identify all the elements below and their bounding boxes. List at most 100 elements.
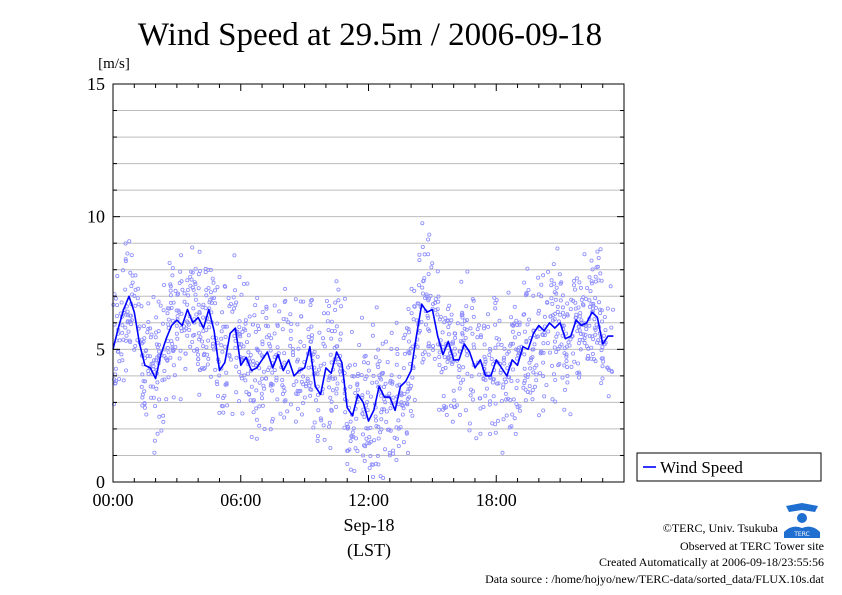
raw-sample-point [264, 335, 269, 340]
raw-sample-point [262, 386, 267, 391]
raw-sample-point [350, 374, 355, 379]
raw-sample-point [360, 393, 365, 398]
raw-sample-point [295, 406, 300, 411]
raw-sample-point [542, 333, 547, 338]
raw-sample-point [515, 378, 520, 383]
raw-sample-point [367, 465, 372, 470]
raw-sample-point [168, 355, 173, 360]
raw-sample-point [560, 375, 565, 380]
raw-sample-point [319, 418, 324, 423]
raw-sample-point [348, 467, 353, 472]
raw-sample-point [282, 360, 287, 365]
x-tick-label: 12:00 [348, 490, 389, 510]
raw-sample-point [346, 365, 351, 370]
raw-sample-point [541, 273, 546, 278]
raw-sample-point [348, 419, 353, 424]
raw-sample-point [192, 280, 197, 285]
raw-sample-point [174, 331, 179, 336]
raw-sample-point [189, 277, 194, 282]
raw-sample-point [561, 310, 566, 315]
raw-sample-point [496, 342, 501, 347]
raw-sample-point [249, 434, 254, 439]
raw-sample-point [430, 261, 435, 266]
raw-sample-point [244, 340, 249, 345]
raw-sample-point [181, 324, 186, 329]
raw-sample-point [405, 389, 410, 394]
raw-sample-point [470, 331, 475, 336]
raw-sample-point [406, 349, 411, 354]
raw-sample-point [545, 341, 550, 346]
raw-sample-point [397, 382, 402, 387]
raw-sample-point [546, 269, 551, 274]
raw-sample-point [282, 351, 287, 356]
raw-sample-point [380, 407, 385, 412]
raw-sample-point [215, 340, 220, 345]
raw-sample-point [416, 301, 421, 306]
raw-sample-point [562, 407, 567, 412]
raw-sample-point [387, 453, 392, 458]
raw-sample-point [183, 366, 188, 371]
raw-sample-point [170, 341, 175, 346]
raw-sample-point [501, 417, 506, 422]
raw-sample-point [293, 297, 298, 302]
raw-sample-point [405, 450, 410, 455]
raw-sample-point [558, 298, 563, 303]
raw-sample-point [237, 319, 242, 324]
raw-sample-point [121, 378, 126, 383]
raw-sample-point [578, 347, 583, 352]
raw-sample-point [215, 321, 220, 326]
raw-sample-point [433, 300, 438, 305]
raw-sample-point [377, 375, 382, 380]
raw-sample-point [420, 221, 425, 226]
raw-sample-point [553, 399, 558, 404]
raw-sample-point [459, 279, 464, 284]
raw-sample-point [600, 364, 605, 369]
raw-sample-point [589, 258, 594, 263]
raw-sample-point [215, 382, 220, 387]
raw-sample-point [156, 299, 161, 304]
raw-sample-point [478, 333, 483, 338]
raw-sample-point [469, 374, 474, 379]
raw-sample-point [221, 410, 226, 415]
raw-sample-point [529, 356, 534, 361]
raw-sample-point [541, 360, 546, 365]
raw-sample-point [486, 324, 491, 329]
raw-sample-point [117, 377, 122, 382]
raw-sample-point [155, 355, 160, 360]
raw-sample-point [584, 296, 589, 301]
raw-sample-point [270, 388, 275, 393]
raw-sample-point [185, 302, 190, 307]
raw-sample-point [117, 359, 122, 364]
raw-sample-point [353, 391, 358, 396]
raw-sample-point [425, 313, 430, 318]
raw-sample-point [383, 381, 388, 386]
raw-sample-point [453, 331, 458, 336]
raw-sample-point [503, 379, 508, 384]
raw-sample-point [191, 306, 196, 311]
raw-sample-point [246, 391, 251, 396]
raw-sample-point [467, 421, 472, 426]
raw-sample-point [512, 321, 517, 326]
raw-sample-point [406, 395, 411, 400]
raw-sample-point [127, 239, 132, 244]
raw-sample-point [404, 431, 409, 436]
raw-sample-point [470, 389, 475, 394]
raw-sample-point [280, 327, 285, 332]
raw-sample-point [204, 293, 209, 298]
raw-sample-point [579, 318, 584, 323]
raw-sample-point [166, 317, 171, 322]
raw-sample-point [447, 303, 452, 308]
raw-sample-point [512, 335, 517, 340]
raw-sample-point [161, 308, 166, 313]
chart-title: Wind Speed at 29.5m / 2006-09-18 [138, 17, 602, 53]
raw-sample-point [196, 357, 201, 362]
raw-sample-point [366, 361, 371, 366]
raw-sample-point [367, 435, 372, 440]
raw-sample-point [460, 310, 465, 315]
raw-sample-point [527, 384, 532, 389]
raw-sample-point [605, 306, 610, 311]
raw-sample-point [426, 315, 431, 320]
raw-sample-point [435, 312, 440, 317]
raw-sample-point [555, 309, 560, 314]
raw-sample-point [463, 408, 468, 413]
